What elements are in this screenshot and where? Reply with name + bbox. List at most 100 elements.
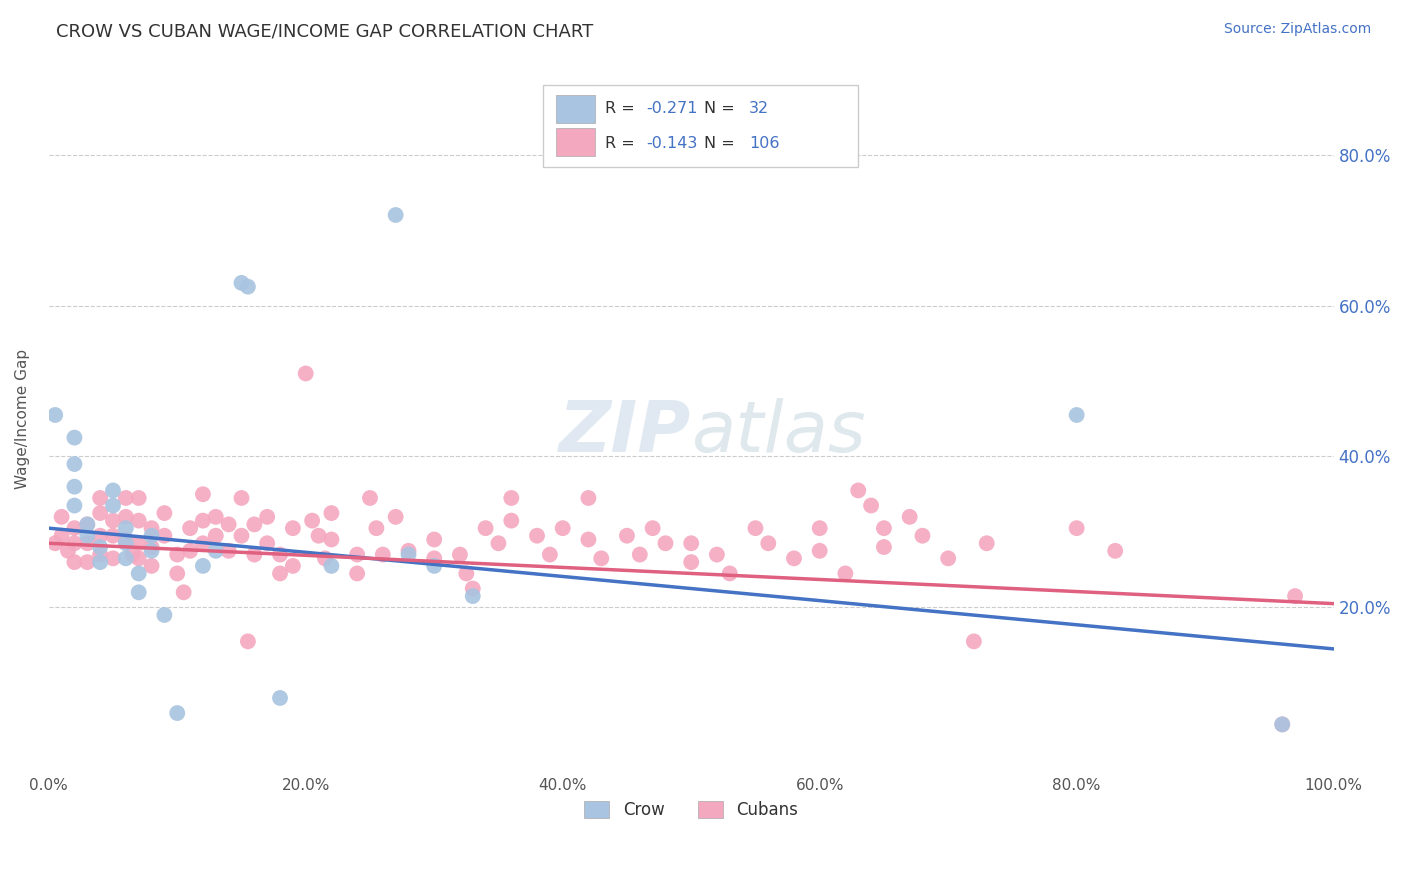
Text: 32: 32: [749, 102, 769, 116]
Point: [269, 548, 291, 562]
Point: [76, 529, 98, 543]
Point: [681, 555, 703, 569]
Point: [89, 555, 111, 569]
Point: [654, 536, 676, 550]
Text: Source: ZipAtlas.com: Source: ZipAtlas.com: [1223, 22, 1371, 37]
Point: [706, 548, 728, 562]
Point: [846, 483, 869, 498]
Point: [860, 499, 883, 513]
Point: [153, 506, 176, 520]
Point: [628, 548, 651, 562]
Point: [63, 480, 86, 494]
Point: [346, 548, 368, 562]
Point: [366, 521, 388, 535]
Point: [501, 514, 523, 528]
Point: [63, 536, 86, 550]
Point: [204, 543, 226, 558]
Point: [398, 548, 420, 562]
Point: [1066, 408, 1088, 422]
Point: [218, 517, 240, 532]
Point: [231, 529, 253, 543]
Point: [191, 558, 214, 573]
Point: [231, 276, 253, 290]
Point: [173, 585, 195, 599]
Point: [281, 558, 304, 573]
Text: 106: 106: [749, 136, 779, 151]
Point: [269, 690, 291, 705]
Point: [76, 536, 98, 550]
Text: N =: N =: [704, 136, 740, 151]
Point: [141, 540, 163, 554]
Point: [963, 634, 986, 648]
Point: [301, 514, 323, 528]
Point: [756, 536, 779, 550]
Point: [121, 548, 143, 562]
Text: R =: R =: [605, 102, 640, 116]
Point: [231, 491, 253, 505]
Point: [128, 551, 150, 566]
Point: [179, 521, 201, 535]
Point: [204, 509, 226, 524]
Point: [783, 551, 806, 566]
Point: [526, 529, 548, 543]
Point: [744, 521, 766, 535]
Point: [44, 536, 66, 550]
Point: [141, 558, 163, 573]
Point: [873, 540, 896, 554]
Point: [384, 208, 406, 222]
Text: N =: N =: [704, 102, 740, 116]
Point: [359, 491, 381, 505]
Point: [63, 555, 86, 569]
FancyBboxPatch shape: [557, 128, 595, 156]
FancyBboxPatch shape: [557, 95, 595, 123]
Text: R =: R =: [605, 136, 640, 151]
Point: [461, 582, 484, 596]
Text: ZIP: ZIP: [560, 399, 692, 467]
Point: [76, 517, 98, 532]
Point: [456, 566, 478, 581]
Point: [936, 551, 959, 566]
Point: [243, 548, 266, 562]
Point: [89, 540, 111, 554]
Point: [321, 533, 343, 547]
Point: [281, 521, 304, 535]
Point: [384, 509, 406, 524]
Point: [1271, 717, 1294, 731]
Point: [616, 529, 638, 543]
Point: [294, 367, 316, 381]
Point: [488, 536, 510, 550]
Point: [63, 521, 86, 535]
Point: [191, 514, 214, 528]
Point: [166, 548, 188, 562]
Point: [56, 543, 79, 558]
Point: [179, 543, 201, 558]
Point: [191, 487, 214, 501]
Point: [191, 536, 214, 550]
Point: [551, 521, 574, 535]
Point: [76, 555, 98, 569]
Point: [89, 506, 111, 520]
Point: [153, 607, 176, 622]
Point: [371, 548, 394, 562]
Point: [808, 521, 831, 535]
Point: [101, 551, 124, 566]
Point: [101, 483, 124, 498]
Point: [576, 533, 599, 547]
Point: [321, 506, 343, 520]
Point: [218, 543, 240, 558]
Point: [236, 279, 259, 293]
Point: [911, 529, 934, 543]
Point: [256, 509, 278, 524]
Point: [423, 551, 446, 566]
Point: [1066, 521, 1088, 535]
Point: [256, 536, 278, 550]
Point: [269, 566, 291, 581]
Point: [115, 551, 138, 566]
Point: [1271, 717, 1294, 731]
Point: [141, 543, 163, 558]
Point: [308, 529, 330, 543]
Point: [474, 521, 496, 535]
Point: [76, 517, 98, 532]
Point: [423, 558, 446, 573]
Point: [115, 521, 138, 535]
